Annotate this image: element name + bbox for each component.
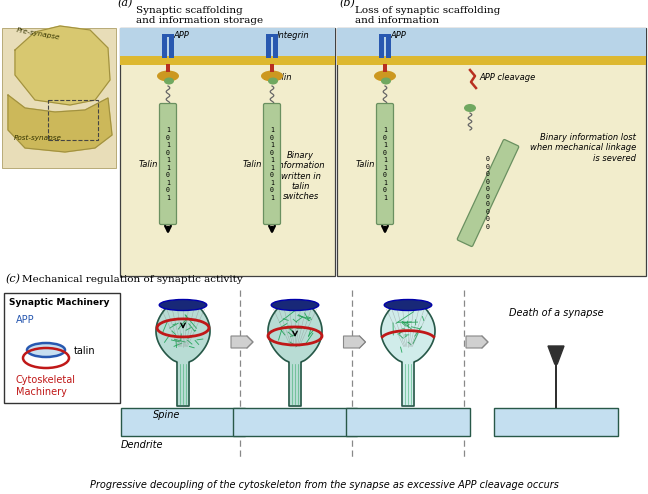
Text: Dendrite: Dendrite — [121, 440, 163, 450]
Ellipse shape — [159, 299, 207, 311]
Text: Loss of synaptic scaffolding
and information: Loss of synaptic scaffolding and informa… — [355, 6, 500, 25]
Text: Spine: Spine — [153, 410, 180, 420]
Text: 1
0
1
0
1
1
0
1
0
1: 1 0 1 0 1 1 0 1 0 1 — [270, 127, 274, 201]
Bar — [379, 34, 384, 58]
Polygon shape — [466, 336, 488, 348]
Polygon shape — [231, 336, 253, 348]
Text: APP: APP — [173, 31, 189, 40]
Ellipse shape — [268, 78, 278, 84]
Ellipse shape — [261, 71, 283, 82]
Text: Post-synapse: Post-synapse — [14, 135, 62, 141]
Bar — [162, 34, 174, 37]
Bar — [386, 34, 391, 58]
Text: Progressive decoupling of the cytoskeleton from the synapse as excessive APP cle: Progressive decoupling of the cytoskelet… — [89, 480, 559, 490]
Text: Binary information lost
when mechanical linkage
is severed: Binary information lost when mechanical … — [530, 133, 636, 163]
Text: APP: APP — [390, 31, 406, 40]
Text: Pre-synapse: Pre-synapse — [16, 27, 61, 41]
Bar — [379, 34, 391, 37]
Bar — [120, 28, 335, 276]
Bar — [266, 34, 278, 37]
Ellipse shape — [272, 299, 319, 311]
Bar — [266, 34, 271, 58]
FancyBboxPatch shape — [376, 104, 393, 224]
Bar — [166, 64, 170, 72]
Text: APP cleavage: APP cleavage — [479, 74, 535, 82]
Text: Cytoskeletal: Cytoskeletal — [16, 375, 76, 385]
Ellipse shape — [157, 71, 179, 82]
Text: Talin: Talin — [242, 160, 262, 168]
Ellipse shape — [374, 71, 396, 82]
FancyBboxPatch shape — [159, 104, 176, 224]
Text: (c): (c) — [6, 274, 21, 284]
Text: Talin: Talin — [356, 160, 375, 168]
Bar — [2, 28, 116, 168]
Text: 1
0
1
0
1
1
0
1
0
1: 1 0 1 0 1 1 0 1 0 1 — [166, 127, 170, 201]
Ellipse shape — [384, 299, 432, 311]
Bar — [120, 56, 335, 65]
Ellipse shape — [164, 78, 174, 84]
Polygon shape — [268, 300, 322, 406]
Bar — [270, 64, 274, 72]
Text: Synaptic scaffolding
and information storage: Synaptic scaffolding and information sto… — [136, 6, 263, 25]
Ellipse shape — [27, 343, 65, 357]
Text: 0
0
0
0
0
0
0
0
0
0: 0 0 0 0 0 0 0 0 0 0 — [486, 156, 490, 230]
Text: (a): (a) — [118, 0, 133, 8]
Polygon shape — [343, 336, 365, 348]
Bar — [233, 408, 357, 436]
Bar — [337, 28, 646, 276]
Text: Synaptic Machinery: Synaptic Machinery — [9, 298, 110, 307]
Bar — [337, 56, 646, 65]
Bar — [555, 364, 557, 408]
Text: talin: talin — [74, 346, 96, 356]
Bar — [494, 408, 618, 436]
Ellipse shape — [464, 104, 476, 112]
FancyBboxPatch shape — [264, 104, 281, 224]
Bar — [120, 28, 335, 56]
Bar — [346, 408, 470, 436]
Polygon shape — [15, 26, 110, 105]
Text: Machinery: Machinery — [16, 387, 67, 397]
Ellipse shape — [381, 78, 391, 84]
Text: Integrin: Integrin — [277, 31, 310, 40]
Bar — [337, 28, 646, 56]
Text: (b): (b) — [339, 0, 355, 8]
Text: APP: APP — [16, 315, 34, 325]
Text: 1
0
1
0
1
1
0
1
0
1: 1 0 1 0 1 1 0 1 0 1 — [383, 127, 387, 201]
Bar — [121, 408, 245, 436]
Bar — [169, 34, 174, 58]
Bar — [4, 293, 120, 403]
Polygon shape — [156, 300, 210, 406]
Bar — [273, 34, 278, 58]
Text: Mechanical regulation of synaptic activity: Mechanical regulation of synaptic activi… — [22, 275, 243, 284]
Text: Binary
information
written in
talin
switches: Binary information written in talin swit… — [277, 151, 325, 201]
Text: Talin: Talin — [139, 160, 158, 168]
Polygon shape — [8, 95, 112, 152]
Polygon shape — [548, 346, 564, 364]
Text: Death of a synapse: Death of a synapse — [509, 308, 603, 318]
FancyBboxPatch shape — [457, 139, 519, 247]
Bar — [162, 34, 167, 58]
Text: Kindlin: Kindlin — [264, 73, 292, 82]
Polygon shape — [381, 300, 435, 406]
Bar — [383, 64, 387, 72]
Bar — [48, 100, 98, 140]
